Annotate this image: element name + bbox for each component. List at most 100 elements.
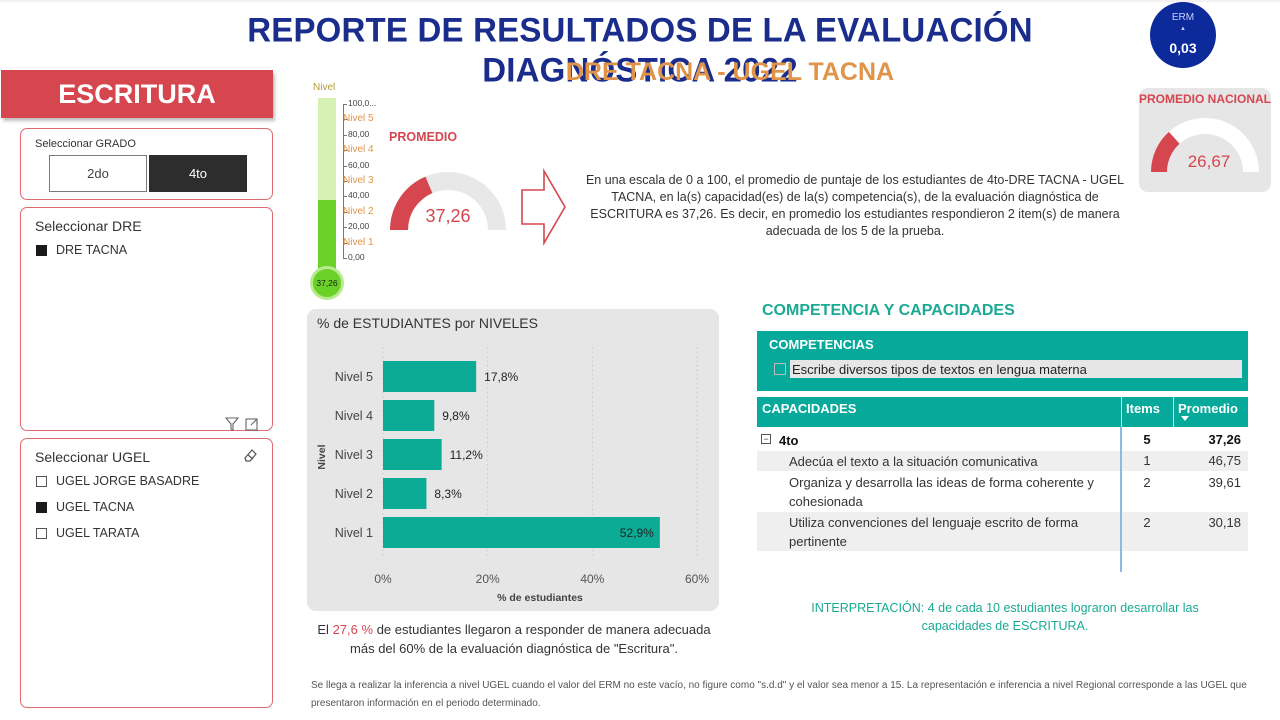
thermometer-level-label: Nivel 1 [343, 236, 374, 248]
erm-badge: ERM ▲ 0,03 [1150, 2, 1216, 68]
ugel-slicer-title: Seleccionar UGEL [35, 449, 151, 465]
summary-text: El 27,6 % de estudiantes llegaron a resp… [309, 620, 719, 658]
column-header-capacidades[interactable]: CAPACIDADES [762, 401, 857, 416]
filter-icon[interactable] [224, 416, 264, 432]
grado-slicer: Seleccionar GRADO 2do 4to [20, 128, 273, 200]
competencia-item[interactable]: Escribe diversos tipos de textos en leng… [774, 360, 1242, 378]
promedio-gauge [390, 172, 506, 230]
ugel-item-tarata[interactable]: UGEL TARATA [36, 526, 139, 540]
arrow-right-icon [521, 168, 566, 246]
thermometer-tick [343, 211, 347, 213]
grado-option-2do[interactable]: 2do [49, 155, 147, 192]
y-tick-label: Nivel 3 [335, 448, 373, 462]
thermometer-level-label: Nivel 4 [343, 144, 374, 156]
grado-slicer-title: Seleccionar GRADO [35, 138, 136, 150]
capacidad-promedio: 46,75 [1208, 453, 1241, 468]
promedio-title: PROMEDIO [389, 130, 458, 144]
checkbox-checked-icon[interactable] [36, 244, 47, 256]
ugel-item-label: UGEL TARATA [56, 526, 140, 540]
column-divider [1173, 397, 1174, 427]
column-header-promedio[interactable]: Promedio [1178, 401, 1238, 416]
promedio-nacional-value: 26,67 [1187, 152, 1231, 171]
y-tick-label: Nivel 4 [335, 409, 373, 423]
data-label: 8,3% [434, 487, 462, 501]
data-label: 17,8% [484, 370, 518, 384]
ugel-item-tacna[interactable]: UGEL TACNA [36, 500, 134, 514]
description-text: En una escala de 0 a 100, el promedio de… [585, 173, 1125, 238]
thermometer-tick-label: 20,00 [348, 221, 370, 232]
bar [383, 478, 427, 509]
x-tick-label: 0% [374, 572, 392, 586]
interpretation-text: INTERPRETACIÓN: 4 de cada 10 estudiantes… [811, 601, 1199, 633]
ugel-item-label: UGEL JORGE BASADRE [56, 474, 200, 488]
bar [383, 400, 435, 431]
dre-item-tacna[interactable]: DRE TACNA [36, 243, 127, 257]
data-label: 9,8% [442, 409, 470, 423]
erm-value: 0,03 [1169, 40, 1197, 56]
capacidades-table-header: CAPACIDADES Items Promedio [757, 397, 1248, 427]
thermometer-tick-label: 60,00 [348, 159, 370, 170]
filter-icons [224, 416, 264, 435]
group-promedio: 37,26 [1208, 432, 1241, 447]
gauge-background [1151, 118, 1259, 172]
bar [383, 517, 660, 548]
dre-slicer: Seleccionar DRE DRE TACNA [20, 207, 273, 431]
promedio-nacional-title: PROMEDIO NACIONAL [1139, 92, 1271, 106]
x-tick-label: 20% [476, 572, 500, 586]
thermometer-tick [343, 134, 347, 136]
thermometer-tick-label: 0,00 [348, 252, 365, 262]
summary-after: de estudiantes llegaron a responder de m… [350, 622, 711, 656]
thermometer-title: Nivel [313, 82, 336, 93]
checkbox-icon[interactable] [36, 475, 47, 487]
promedio-value: 37,26 [425, 206, 471, 226]
summary-before: El [317, 622, 329, 637]
dre-slicer-title: Seleccionar DRE [35, 218, 142, 234]
ugel-slicer: Seleccionar UGEL UGEL JORGE BASADRE UGEL… [20, 438, 273, 708]
column-header-items[interactable]: Items [1126, 401, 1160, 416]
report-subtitle: DRE TACNA - UGEL TACNA [565, 58, 895, 86]
grado-option-4to[interactable]: 4to [149, 155, 247, 192]
table-group-row: − 4to 5 37,26 [757, 431, 1248, 451]
table-row: Organiza y desarrolla las ideas de forma… [757, 472, 1248, 512]
capacidad-promedio: 39,61 [1208, 475, 1241, 490]
bar [383, 439, 442, 470]
promedio-nacional-gauge [1151, 118, 1259, 172]
competencias-title: COMPETENCIAS [769, 337, 874, 352]
column-resize-line [1120, 427, 1122, 572]
thermometer-tick [343, 258, 347, 259]
erm-triangle-icon: ▲ [1180, 26, 1186, 32]
dre-item-label: DRE TACNA [56, 243, 128, 257]
gauge-fill [390, 176, 433, 230]
eraser-icon[interactable] [242, 447, 258, 463]
checkbox-icon[interactable] [36, 527, 47, 539]
bar [383, 361, 477, 392]
capacidad-name: Utiliza convenciones del lenguaje escrit… [789, 515, 1079, 549]
thermometer-level-label: Nivel 2 [343, 205, 374, 217]
niveles-bar-chart: 0% 20% 40% 60% Nivel 5 17,8% Nivel 4 9,8% Nivel … [316, 347, 709, 604]
checkbox-icon[interactable] [774, 363, 786, 375]
checkbox-checked-icon[interactable] [36, 501, 47, 513]
footnote-text: Se llega a realizar la inferencia a nive… [311, 680, 1247, 709]
x-tick-label: 60% [685, 572, 709, 586]
chart-title: % de ESTUDIANTES por NIVELES [317, 315, 538, 331]
table-row: Utiliza convenciones del lenguaje escrit… [757, 512, 1248, 551]
capacidad-promedio: 30,18 [1208, 515, 1241, 530]
data-label: 52,9% [620, 526, 654, 540]
escritura-banner: ESCRITURA [1, 70, 273, 118]
sort-desc-icon[interactable] [1181, 416, 1189, 421]
gauge-fill [1151, 131, 1180, 172]
group-items: 5 [1143, 432, 1151, 447]
y-tick-label: Nivel 2 [335, 487, 373, 501]
y-axis-label: Nivel [316, 444, 328, 469]
top-strip [0, 0, 1280, 2]
y-tick-label: Nivel 5 [335, 370, 373, 384]
erm-label: ERM [1171, 12, 1195, 23]
summary-highlight: 27,6 % [332, 622, 374, 637]
thermometer-tick-label: 40,00 [348, 190, 370, 201]
x-tick-label: 40% [580, 572, 604, 586]
competencia-heading: COMPETENCIA Y CAPACIDADES [762, 302, 1015, 319]
collapse-icon[interactable]: − [761, 434, 771, 444]
thermometer-tick-label: 100,0... [348, 98, 377, 108]
ugel-item-jorge-basadre[interactable]: UGEL JORGE BASADRE [36, 474, 199, 488]
x-axis-label: % de estudiantes [497, 592, 583, 604]
